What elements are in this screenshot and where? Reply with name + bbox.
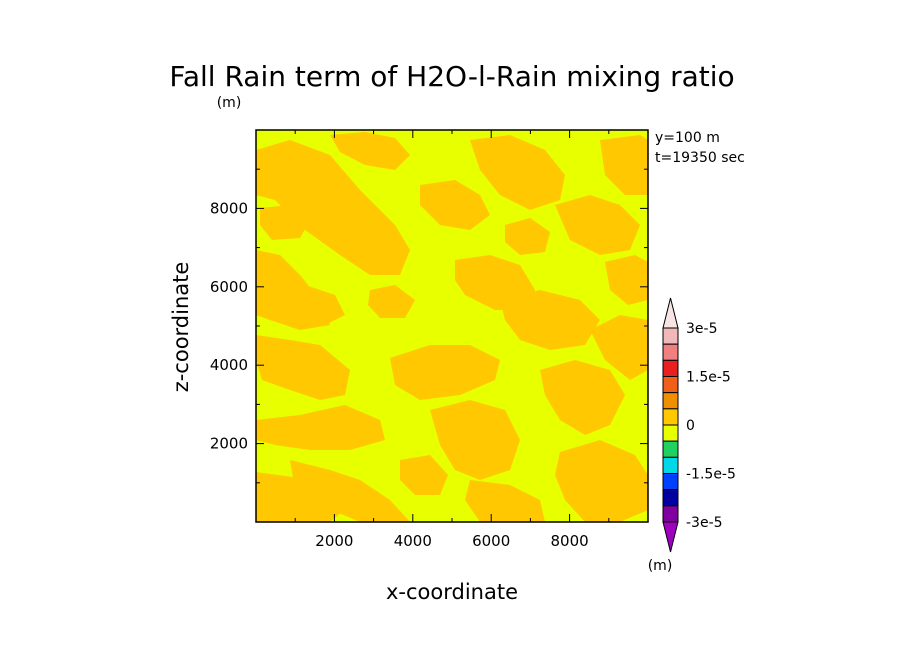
field-patch xyxy=(605,255,648,305)
y-axis-label: z-coordinate xyxy=(169,262,193,393)
y-tick-label: 4000 xyxy=(210,356,248,374)
plot-area: 2000 4000 6000 8000 2000 4000 6000 8000 xyxy=(210,129,649,550)
y-tick-label: 6000 xyxy=(210,278,248,296)
colorbar-segment xyxy=(662,424,679,442)
colorbar-tick-label: 1.5e-5 xyxy=(686,370,731,386)
field-patch xyxy=(555,195,640,255)
y-tick-label: 2000 xyxy=(210,435,248,453)
field-patch xyxy=(590,315,648,380)
field-patch xyxy=(505,218,550,255)
field-patch xyxy=(330,132,410,170)
colorbar-units: (m) xyxy=(648,558,673,574)
x-axis-ticks: 2000 4000 6000 8000 xyxy=(294,130,610,550)
field-patch xyxy=(260,205,310,240)
colorbar-top-arrow xyxy=(662,297,679,329)
colorbar-bottom-arrow xyxy=(662,521,679,553)
field-patch xyxy=(400,455,448,495)
field-patch xyxy=(270,285,345,325)
chart-title: Fall Rain term of H2O-l-Rain mixing rati… xyxy=(169,60,734,93)
y-tick-label: 8000 xyxy=(210,199,248,217)
colorbar-segment xyxy=(662,359,679,378)
x-tick-label: 6000 xyxy=(472,532,510,550)
field-patches xyxy=(256,132,648,522)
colorbar-segment xyxy=(662,456,679,475)
x-tick-label: 2000 xyxy=(315,532,353,550)
field-patch xyxy=(430,400,520,480)
field-patch xyxy=(256,335,350,400)
field-patch xyxy=(368,285,415,318)
y-axis-ticks: 2000 4000 6000 8000 xyxy=(210,168,648,484)
field-patch xyxy=(540,360,625,435)
field-patch xyxy=(470,135,565,210)
colorbar-segment xyxy=(662,505,679,523)
field-patch xyxy=(465,480,545,522)
colorbar-tick-label: -3e-5 xyxy=(686,515,723,531)
field-patch xyxy=(256,140,410,275)
colorbar-segment xyxy=(662,408,679,426)
field-patch xyxy=(290,460,410,522)
colorbar-labels: 3e-5 1.5e-5 0 -1.5e-5 -3e-5 xyxy=(686,321,736,531)
colorbar-tick-label: -1.5e-5 xyxy=(686,467,736,483)
field-patch xyxy=(256,405,385,450)
field-patch xyxy=(555,440,648,522)
x-axis-label: x-coordinate xyxy=(386,580,518,604)
colorbar xyxy=(662,297,679,553)
colorbar-segment xyxy=(662,489,679,507)
colorbar-segment xyxy=(662,327,679,345)
x-tick-label: 8000 xyxy=(551,532,589,550)
colorbar-segment xyxy=(662,440,679,458)
title-units: (m) xyxy=(217,95,242,111)
colorbar-segment xyxy=(662,392,679,410)
colorbar-tick-label: 3e-5 xyxy=(686,321,717,337)
colorbar-segment xyxy=(662,473,679,491)
field-patch xyxy=(420,180,490,230)
colorbar-segment xyxy=(662,376,679,394)
field-patch xyxy=(600,135,648,195)
field-patch xyxy=(256,472,350,522)
x-tick-label: 4000 xyxy=(394,532,432,550)
colorbar-segment xyxy=(662,343,679,361)
field-patch xyxy=(390,345,500,400)
annotation-y-position: y=100 m xyxy=(655,130,720,146)
colorbar-tick-label: 0 xyxy=(686,418,695,434)
field-patch xyxy=(500,290,600,350)
annotation-time: t=19350 sec xyxy=(655,150,745,166)
